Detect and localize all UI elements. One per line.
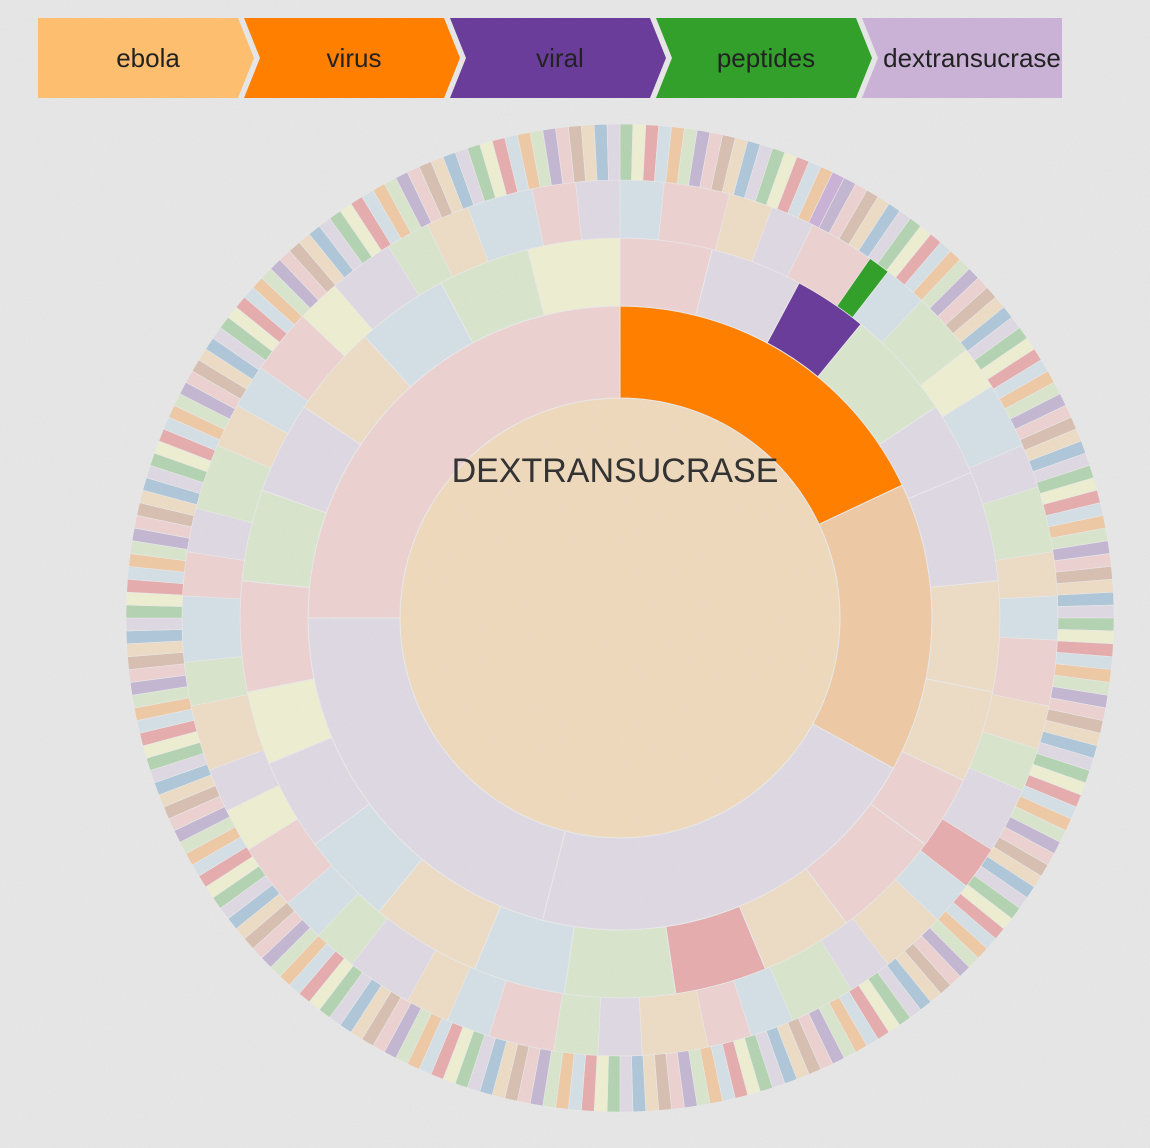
breadcrumb-step-virus[interactable]: virus: [244, 18, 460, 98]
sunburst-arc[interactable]: [1057, 604, 1115, 619]
sunburst-arc[interactable]: [181, 595, 243, 663]
sunburst-arc[interactable]: [995, 551, 1058, 600]
breadcrumb-step-dextransucrase[interactable]: dextransucrase: [862, 18, 1062, 98]
sunburst-arc[interactable]: [563, 926, 677, 999]
ring-level-4: [181, 179, 1059, 1057]
sunburst-arc[interactable]: [125, 617, 183, 632]
breadcrumb-arrow: [450, 18, 666, 98]
sunburst-arc[interactable]: [606, 1055, 621, 1113]
breadcrumb-label: viral: [536, 43, 584, 73]
breadcrumb-arrow: [244, 18, 460, 98]
sunburst-arc[interactable]: [925, 580, 1001, 693]
ring-level-3: [239, 237, 1001, 999]
sunburst-arc[interactable]: [999, 595, 1059, 641]
sunburst-arc[interactable]: [991, 636, 1058, 707]
sunburst-arc[interactable]: [606, 123, 621, 181]
sunburst-arc[interactable]: [239, 580, 315, 693]
breadcrumb-step-viral[interactable]: viral: [450, 18, 666, 98]
breadcrumb-step-ebola[interactable]: ebola: [38, 18, 254, 98]
sunburst-arc[interactable]: [575, 179, 621, 241]
breadcrumb-arrow: [656, 18, 872, 98]
sunburst-arc[interactable]: [527, 237, 621, 316]
breadcrumb-label: virus: [327, 43, 382, 73]
breadcrumb-arrow: [38, 18, 254, 98]
sunburst-arc[interactable]: [1057, 617, 1115, 632]
breadcrumb-label: ebola: [116, 43, 180, 73]
breadcrumb-label: peptides: [717, 43, 815, 73]
sunburst-arc[interactable]: [619, 123, 634, 181]
sunburst-arc[interactable]: [125, 604, 183, 619]
sunburst-arc[interactable]: [619, 1055, 634, 1113]
breadcrumb-label: dextransucrase: [883, 43, 1061, 73]
sunburst-arc[interactable]: [638, 989, 709, 1056]
breadcrumb: ebola virus viral peptides dextransucras…: [38, 18, 1062, 98]
breadcrumb-arrow: [862, 18, 1062, 98]
sunburst-arc[interactable]: [597, 997, 643, 1057]
breadcrumb-step-peptides[interactable]: peptides: [656, 18, 872, 98]
center-label: DEXTRANSUCRASE: [451, 452, 779, 490]
ring-level-5: [125, 123, 1115, 1113]
sunburst-arc[interactable]: [619, 179, 665, 241]
